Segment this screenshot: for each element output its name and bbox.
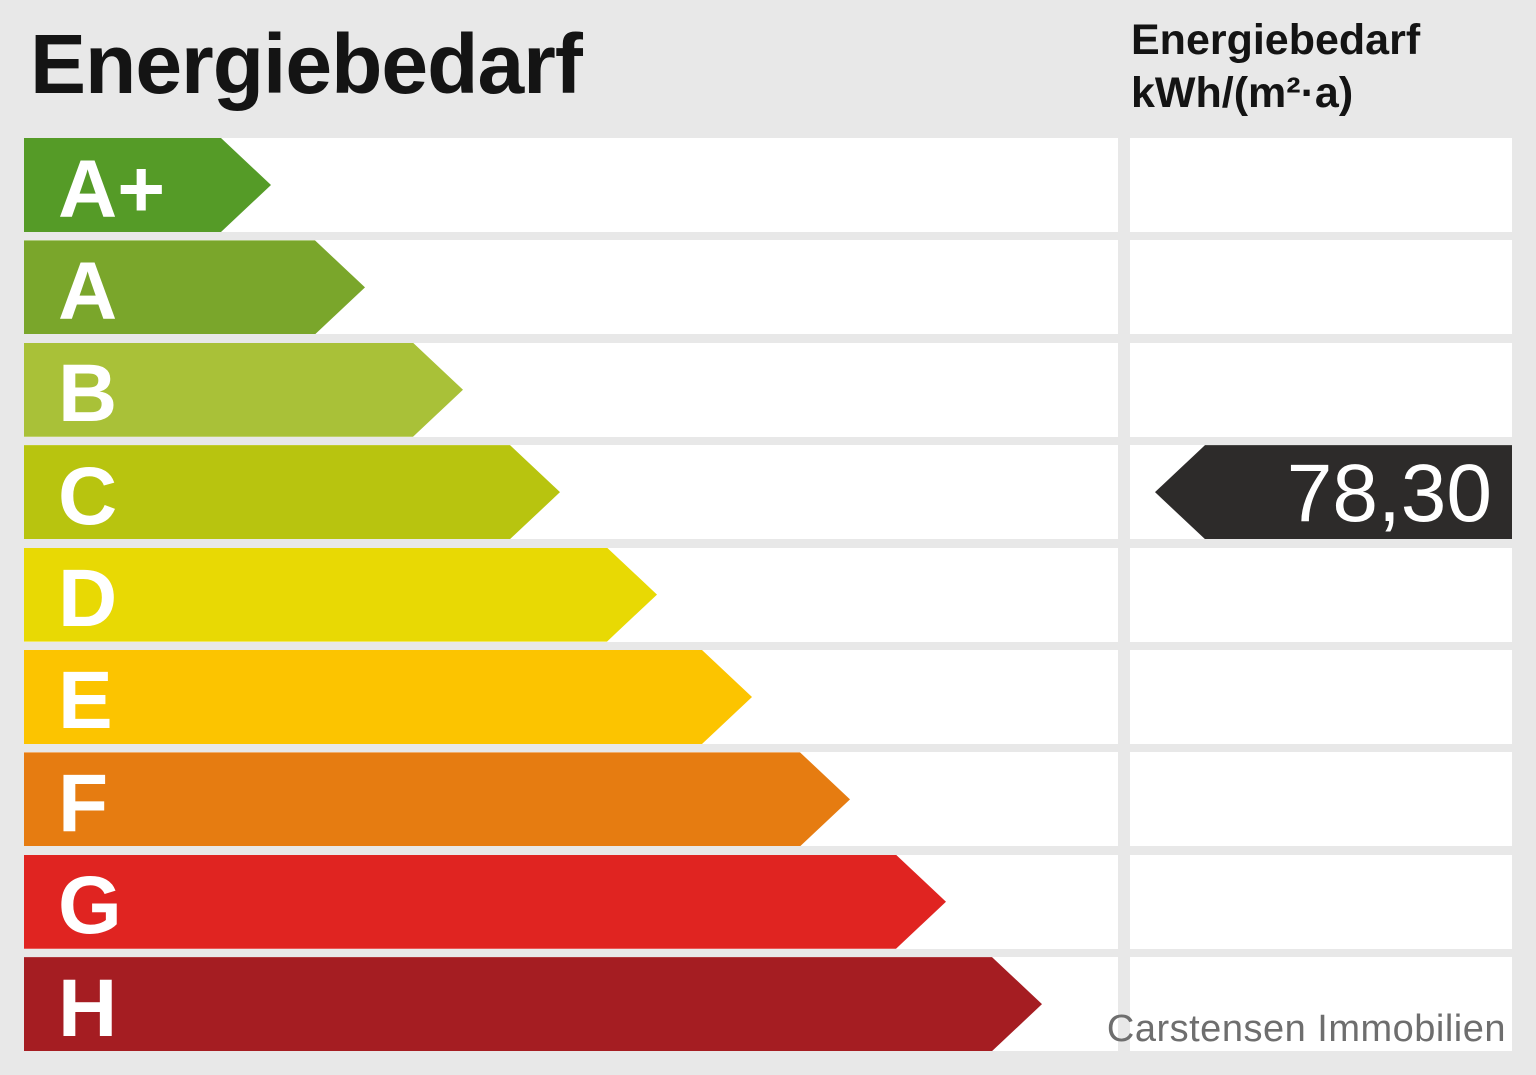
energy-band-row-D: D — [24, 547, 1512, 642]
value-marker-label: 78,30 — [1286, 448, 1492, 540]
band-letter-A: A — [58, 245, 118, 337]
energy-band-row-C: C 78,30 — [24, 445, 1512, 540]
energy-band-row-H: H — [24, 957, 1512, 1052]
band-arrow-B: B — [24, 343, 463, 437]
value-cell-F — [1130, 752, 1512, 847]
band-letter-H: H — [58, 962, 118, 1054]
band-cell-G: G — [24, 854, 1118, 949]
band-arrow-D: D — [24, 548, 657, 642]
band-cell-H: H — [24, 957, 1118, 1052]
energy-band-row-B: B — [24, 342, 1512, 437]
band-arrow-E: E — [24, 650, 752, 744]
unit-label: Energiebedarf kWh/(m²·a) — [1131, 14, 1420, 120]
band-arrow-G: G — [24, 855, 946, 949]
value-cell-E — [1130, 649, 1512, 744]
unit-label-line1: Energiebedarf — [1131, 16, 1421, 64]
band-letter-D: D — [58, 553, 118, 645]
energy-band-row-F: F — [24, 752, 1512, 847]
band-arrow-A: A — [24, 240, 365, 334]
value-cell-B — [1130, 342, 1512, 437]
band-cell-D: D — [24, 547, 1118, 642]
band-letter-F: F — [58, 757, 109, 849]
unit-label-line2: kWh/(m²·a) — [1131, 69, 1354, 117]
value-cell-A+ — [1130, 138, 1512, 232]
band-cell-A: A — [24, 240, 1118, 335]
band-letter-E: E — [58, 655, 113, 747]
band-arrow-A+: A+ — [24, 138, 271, 232]
band-cell-E: E — [24, 649, 1118, 744]
page-title: Energiebedarf — [30, 17, 583, 111]
band-letter-B: B — [58, 348, 118, 440]
band-letter-G: G — [58, 860, 122, 952]
energy-scale: A+ A B C 78,30 D E F G H — [24, 138, 1512, 1060]
band-cell-F: F — [24, 752, 1118, 847]
energy-band-row-G: G — [24, 854, 1512, 949]
energy-band-row-A+: A+ — [24, 138, 1512, 232]
band-arrow-C: C — [24, 445, 560, 539]
watermark: Carstensen Immobilien — [1106, 1008, 1506, 1050]
energy-band-row-A: A — [24, 240, 1512, 335]
value-cell-C: 78,30 — [1130, 445, 1512, 540]
value-cell-G — [1130, 854, 1512, 949]
band-letter-A+: A+ — [58, 143, 166, 235]
value-cell-D — [1130, 547, 1512, 642]
energy-band-row-E: E — [24, 649, 1512, 744]
band-cell-A+: A+ — [24, 138, 1118, 232]
band-cell-C: C — [24, 445, 1118, 540]
band-cell-B: B — [24, 342, 1118, 437]
value-marker-arrow: 78,30 — [1155, 445, 1512, 540]
value-cell-A — [1130, 240, 1512, 335]
value-cell-H — [1130, 957, 1512, 1052]
band-arrow-F: F — [24, 752, 850, 846]
band-letter-C: C — [58, 450, 118, 542]
band-arrow-H: H — [24, 957, 1042, 1051]
